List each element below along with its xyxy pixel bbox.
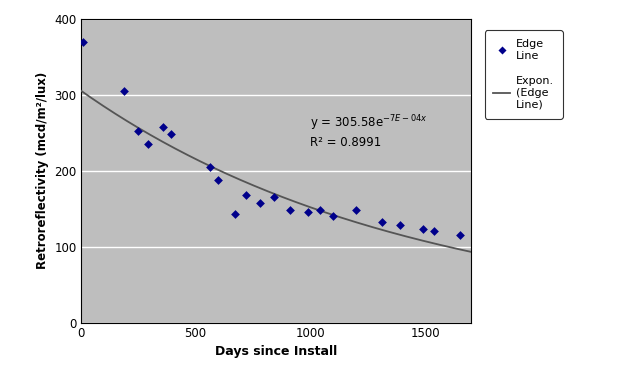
- Y-axis label: Retroreflectivity (mcd/m²/lux): Retroreflectivity (mcd/m²/lux): [35, 72, 48, 269]
- Point: [119, 88, 129, 94]
- Point: [285, 207, 294, 213]
- Point: [229, 211, 239, 217]
- Text: y = 305.58e$^{-7E-04x}$: y = 305.58e$^{-7E-04x}$: [311, 114, 428, 134]
- Point: [205, 164, 215, 170]
- Point: [329, 213, 339, 219]
- Point: [314, 207, 324, 213]
- Point: [303, 209, 313, 215]
- Point: [352, 207, 361, 213]
- Legend: Edge
Line, Expon.
(Edge
Line): Edge Line, Expon. (Edge Line): [485, 30, 563, 118]
- Point: [454, 232, 464, 238]
- Point: [143, 141, 153, 147]
- Point: [255, 200, 265, 206]
- Text: R² = 0.8991: R² = 0.8991: [311, 136, 382, 149]
- Point: [78, 39, 88, 45]
- Point: [133, 128, 143, 134]
- Point: [376, 219, 386, 225]
- Point: [241, 192, 251, 198]
- Point: [158, 124, 168, 130]
- Point: [268, 194, 278, 200]
- Point: [395, 222, 405, 228]
- Point: [418, 226, 428, 232]
- X-axis label: Days since Install: Days since Install: [215, 345, 337, 358]
- Point: [166, 131, 176, 137]
- Point: [430, 228, 440, 234]
- Point: [213, 177, 223, 183]
